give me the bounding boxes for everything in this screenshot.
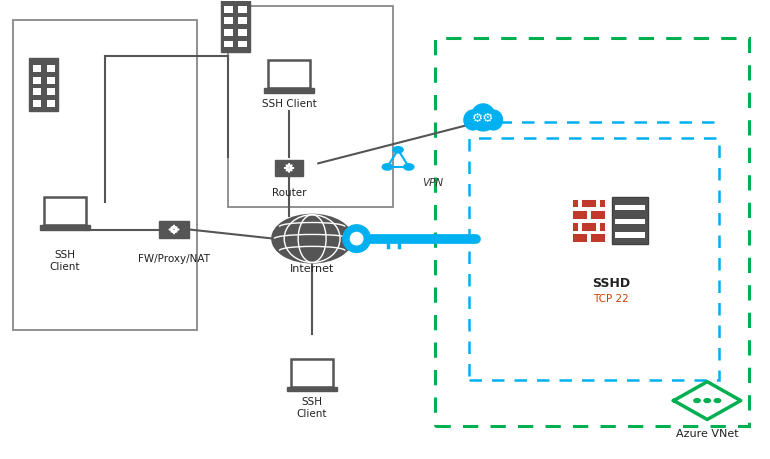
FancyBboxPatch shape: [46, 100, 55, 106]
FancyBboxPatch shape: [572, 222, 578, 230]
FancyBboxPatch shape: [238, 40, 247, 47]
FancyBboxPatch shape: [268, 60, 310, 88]
Circle shape: [704, 399, 711, 403]
FancyBboxPatch shape: [264, 88, 314, 93]
FancyBboxPatch shape: [32, 77, 42, 84]
Ellipse shape: [343, 225, 370, 252]
Circle shape: [694, 399, 700, 403]
Text: SSHD: SSHD: [592, 277, 631, 291]
FancyBboxPatch shape: [591, 210, 605, 219]
FancyBboxPatch shape: [599, 222, 605, 230]
Text: TCP 22: TCP 22: [594, 294, 629, 304]
FancyBboxPatch shape: [238, 29, 247, 36]
Text: Internet: Internet: [290, 264, 334, 274]
FancyBboxPatch shape: [29, 58, 59, 111]
FancyBboxPatch shape: [46, 77, 55, 84]
Ellipse shape: [273, 215, 352, 263]
Ellipse shape: [471, 110, 495, 132]
FancyBboxPatch shape: [221, 0, 250, 51]
FancyBboxPatch shape: [614, 232, 644, 238]
FancyBboxPatch shape: [581, 222, 596, 230]
Text: SSH
Client: SSH Client: [297, 397, 327, 420]
FancyBboxPatch shape: [581, 199, 596, 207]
Text: Router: Router: [272, 189, 306, 198]
FancyBboxPatch shape: [159, 221, 189, 238]
FancyBboxPatch shape: [44, 197, 86, 225]
FancyBboxPatch shape: [612, 197, 648, 244]
FancyBboxPatch shape: [238, 17, 247, 24]
FancyBboxPatch shape: [32, 65, 42, 72]
Text: ⚙⚙: ⚙⚙: [472, 112, 494, 125]
FancyBboxPatch shape: [224, 17, 233, 24]
Text: VPN: VPN: [422, 179, 443, 188]
Ellipse shape: [464, 109, 483, 131]
FancyBboxPatch shape: [572, 199, 578, 207]
Circle shape: [383, 164, 392, 170]
FancyBboxPatch shape: [224, 40, 233, 47]
FancyBboxPatch shape: [275, 160, 303, 176]
Text: FW/Proxy/NAT: FW/Proxy/NAT: [138, 254, 210, 263]
FancyBboxPatch shape: [46, 65, 55, 72]
Text: SSH Client: SSH Client: [262, 100, 316, 110]
FancyBboxPatch shape: [40, 225, 90, 230]
FancyBboxPatch shape: [32, 100, 42, 106]
Circle shape: [715, 399, 721, 403]
FancyBboxPatch shape: [32, 88, 42, 95]
FancyBboxPatch shape: [599, 199, 605, 207]
Ellipse shape: [484, 109, 503, 131]
FancyBboxPatch shape: [224, 6, 233, 13]
Ellipse shape: [350, 232, 363, 245]
FancyBboxPatch shape: [291, 359, 333, 387]
FancyBboxPatch shape: [572, 233, 588, 242]
FancyBboxPatch shape: [591, 233, 605, 242]
FancyBboxPatch shape: [286, 387, 337, 392]
FancyBboxPatch shape: [238, 6, 247, 13]
FancyBboxPatch shape: [224, 29, 233, 36]
Text: Azure VNet: Azure VNet: [676, 429, 738, 439]
Ellipse shape: [471, 103, 495, 129]
Circle shape: [393, 147, 403, 152]
FancyBboxPatch shape: [572, 210, 588, 219]
FancyBboxPatch shape: [614, 205, 644, 210]
Circle shape: [404, 164, 413, 170]
Text: SSH
Client: SSH Client: [50, 250, 80, 273]
FancyBboxPatch shape: [46, 88, 55, 95]
FancyBboxPatch shape: [614, 218, 644, 224]
